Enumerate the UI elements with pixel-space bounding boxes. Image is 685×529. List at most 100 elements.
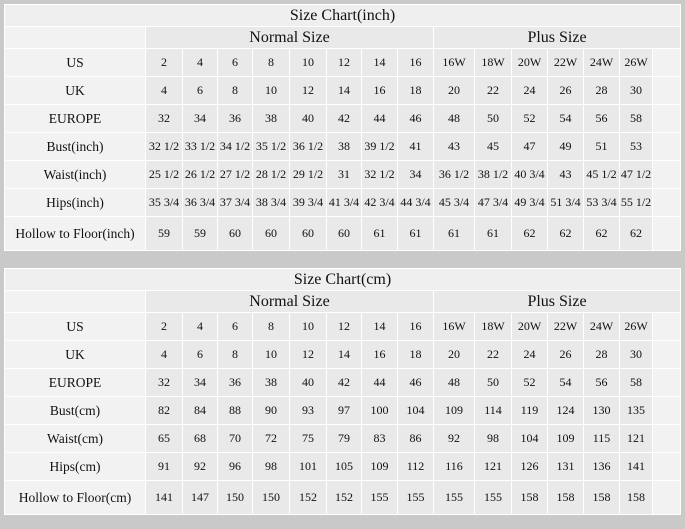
size-cell: 72	[252, 424, 290, 453]
size-cell: 32	[145, 368, 183, 397]
size-cell: 75	[289, 424, 327, 453]
size-cell: 28 1/2	[252, 160, 290, 189]
size-cell: 44	[361, 368, 398, 397]
size-cell: 58	[619, 368, 653, 397]
size-cell: 22W	[547, 48, 584, 77]
size-cell: 6	[182, 340, 218, 369]
row-label: EUROPE	[4, 104, 146, 133]
table-row: Waist(cm) 65 68 70 72 75 79 83 86 92 98 104 109 115 12…	[4, 424, 681, 453]
size-cell: 35 1/2	[252, 132, 290, 161]
size-cell: 38	[252, 368, 290, 397]
size-cell: 155	[397, 480, 434, 515]
row-label: Hips(inch)	[4, 188, 146, 217]
size-cell: 18W	[474, 312, 512, 341]
size-cell: 112	[397, 452, 434, 481]
size-cell: 34	[397, 160, 434, 189]
size-cell: 65	[145, 424, 183, 453]
empty-cell	[652, 104, 681, 133]
size-cell: 2	[145, 48, 183, 77]
size-cell: 60	[252, 216, 290, 251]
size-cell: 10	[289, 48, 327, 77]
size-cell: 119	[511, 396, 548, 425]
size-cell: 60	[217, 216, 253, 251]
size-cell: 36 3/4	[182, 188, 218, 217]
size-cell: 34	[182, 368, 218, 397]
size-cell: 158	[583, 480, 620, 515]
size-cell: 43	[547, 160, 584, 189]
chart-title: Size Chart(inch)	[4, 4, 681, 27]
size-cell: 84	[182, 396, 218, 425]
size-cell: 42	[326, 368, 362, 397]
size-cell: 28	[583, 340, 620, 369]
size-cell: 152	[326, 480, 362, 515]
size-cell: 36 1/2	[289, 132, 327, 161]
row-label: Bust(cm)	[4, 396, 146, 425]
table-row: UK 4 6 8 10 12 14 16 18 20 22 24 26 28 30	[4, 340, 681, 369]
size-cell: 45	[474, 132, 512, 161]
size-cell: 14	[361, 48, 398, 77]
size-cell: 62	[619, 216, 653, 251]
size-cell: 8	[252, 312, 290, 341]
size-cell: 36	[217, 368, 253, 397]
size-cell: 104	[511, 424, 548, 453]
size-cell: 116	[433, 452, 475, 481]
size-cell: 51 3/4	[547, 188, 584, 217]
size-cell: 29 1/2	[289, 160, 327, 189]
size-cell: 38	[252, 104, 290, 133]
size-cell: 16	[397, 48, 434, 77]
size-cell: 158	[547, 480, 584, 515]
size-cell: 131	[547, 452, 584, 481]
size-cell: 40	[289, 368, 327, 397]
size-cell: 49 3/4	[511, 188, 548, 217]
row-label: UK	[4, 76, 146, 105]
row-label: US	[4, 48, 146, 77]
size-cell: 109	[433, 396, 475, 425]
empty-cell	[652, 396, 681, 425]
size-cell: 100	[361, 396, 398, 425]
size-cell: 135	[619, 396, 653, 425]
size-cell: 96	[217, 452, 253, 481]
size-cell: 61	[474, 216, 512, 251]
table-row: EUROPE 32 34 36 38 40 42 44 46 48 50 52 54 56 58	[4, 104, 681, 133]
size-cell: 14	[361, 312, 398, 341]
size-cell: 40	[289, 104, 327, 133]
size-cell: 32	[145, 104, 183, 133]
plus-size-header: Plus Size	[433, 26, 681, 49]
empty-cell	[652, 160, 681, 189]
row-label: Waist(cm)	[4, 424, 146, 453]
size-cell: 33 1/2	[182, 132, 218, 161]
size-cell: 56	[583, 368, 620, 397]
size-cell: 24	[511, 340, 548, 369]
size-cell: 60	[289, 216, 327, 251]
empty-cell	[652, 76, 681, 105]
empty-cell	[652, 188, 681, 217]
size-cell: 16	[361, 76, 398, 105]
size-cell: 155	[474, 480, 512, 515]
size-cell: 42 3/4	[361, 188, 398, 217]
size-cell: 12	[326, 48, 362, 77]
size-cell: 82	[145, 396, 183, 425]
size-cell: 141	[619, 452, 653, 481]
size-cell: 147	[182, 480, 218, 515]
size-cell: 45 1/2	[583, 160, 620, 189]
size-cell: 36 1/2	[433, 160, 475, 189]
empty-cell	[652, 312, 681, 341]
size-cell: 155	[433, 480, 475, 515]
size-cell: 61	[433, 216, 475, 251]
size-cell: 4	[182, 312, 218, 341]
size-cell: 36	[217, 104, 253, 133]
size-cell: 60	[326, 216, 362, 251]
size-chart-cm: Size Chart(cm) Normal Size Plus Size US 2 4 6 8…	[4, 268, 681, 515]
table-row: US 2 4 6 8 10 12 14 16 16W 18W 20W 22W 24W 26W	[4, 312, 681, 341]
size-cell: 10	[289, 312, 327, 341]
size-cell: 24W	[583, 312, 620, 341]
size-cell: 20	[433, 340, 475, 369]
size-cell: 54	[547, 368, 584, 397]
size-cell: 12	[289, 76, 327, 105]
size-cell: 24	[511, 76, 548, 105]
row-label: UK	[4, 340, 146, 369]
size-cell: 42	[326, 104, 362, 133]
size-cell: 41	[397, 132, 434, 161]
size-cell: 155	[361, 480, 398, 515]
size-cell: 18	[397, 340, 434, 369]
